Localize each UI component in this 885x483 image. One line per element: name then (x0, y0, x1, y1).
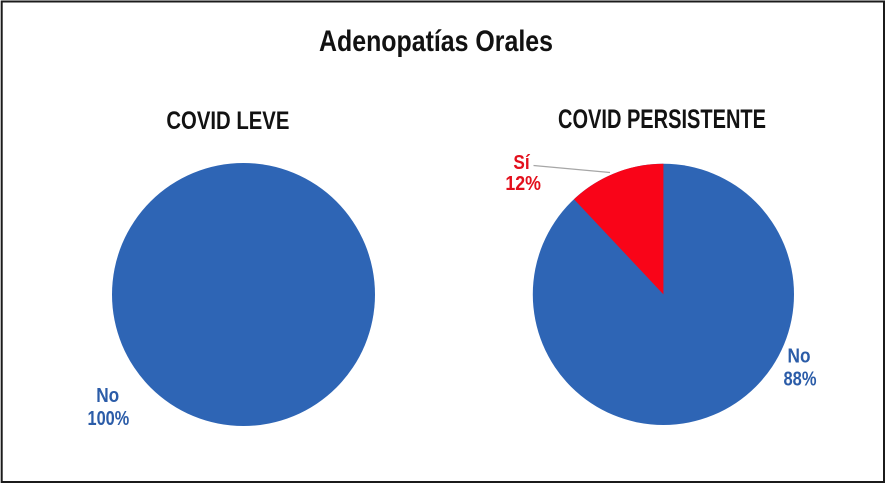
svg-text:No: No (96, 385, 119, 407)
svg-text:12%: 12% (505, 173, 541, 195)
svg-text:100%: 100% (88, 408, 130, 430)
svg-text:Adenopatías Orales: Adenopatías Orales (319, 25, 553, 58)
svg-text:COVID LEVE: COVID LEVE (166, 107, 289, 135)
svg-text:88%: 88% (784, 369, 817, 391)
svg-text:Sí: Sí (513, 152, 530, 174)
svg-text:No: No (788, 346, 811, 368)
svg-text:COVID PERSISTENTE: COVID PERSISTENTE (558, 104, 766, 134)
